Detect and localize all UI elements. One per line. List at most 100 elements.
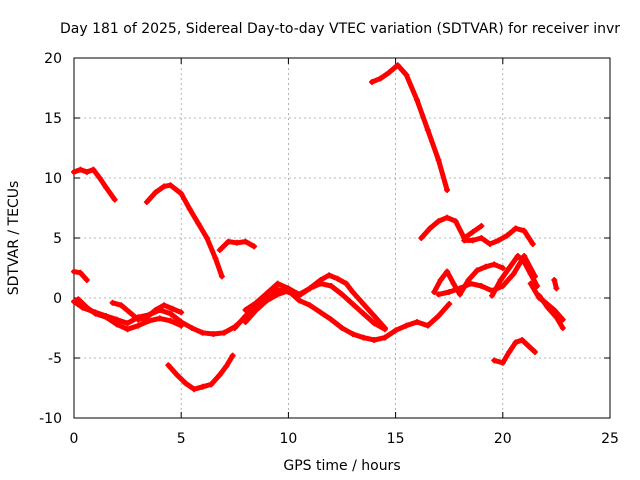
data-point	[452, 218, 459, 225]
data-point	[478, 283, 485, 289]
data-point	[521, 259, 528, 265]
data-point	[218, 273, 225, 280]
data-point	[178, 190, 185, 197]
data-point	[491, 357, 498, 364]
data-point	[371, 337, 378, 343]
data-point	[497, 277, 504, 283]
data-point	[317, 309, 324, 316]
data-point	[242, 238, 249, 245]
data-point	[317, 277, 324, 283]
data-point	[392, 327, 399, 334]
data-point	[71, 298, 77, 305]
data-point	[506, 349, 513, 355]
data-point	[446, 301, 453, 307]
data-point	[274, 286, 281, 293]
y-tick-label: 0	[53, 291, 62, 307]
data-point	[435, 218, 442, 225]
data-point	[360, 310, 367, 317]
data-point	[461, 237, 468, 244]
data-point	[403, 322, 410, 329]
y-tick-label: 10	[44, 171, 62, 187]
series-arc-1	[71, 167, 118, 203]
data-point	[263, 290, 270, 297]
data-point	[178, 309, 185, 316]
data-point	[512, 339, 519, 346]
data-point	[499, 265, 506, 271]
data-point	[143, 199, 150, 205]
data-point	[553, 314, 560, 321]
data-point	[161, 302, 168, 309]
data-point	[521, 253, 528, 259]
data-point	[534, 283, 541, 289]
data-point	[71, 268, 77, 275]
data-point	[109, 299, 116, 306]
data-point	[242, 319, 249, 325]
data-point	[369, 79, 376, 85]
axis-ticks: 0 5 10 15 20 25 -10 -5 0 5 10 15 20	[39, 51, 619, 447]
data-point	[210, 331, 217, 337]
data-point	[559, 316, 566, 323]
data-point	[529, 241, 536, 247]
data-point	[199, 383, 206, 390]
data-point	[167, 310, 174, 317]
y-tick-label: 20	[44, 51, 62, 67]
data-point	[77, 166, 84, 173]
data-point	[143, 314, 150, 321]
data-point	[371, 320, 378, 327]
y-tick-label: -10	[39, 411, 62, 427]
data-point	[360, 334, 367, 341]
data-point	[424, 322, 431, 329]
data-point	[152, 189, 159, 196]
data-point	[152, 307, 159, 313]
data-point	[349, 331, 356, 337]
data-point	[444, 214, 451, 221]
data-point	[203, 235, 210, 241]
data-point	[339, 325, 345, 331]
data-point	[103, 314, 110, 321]
data-point	[474, 267, 481, 274]
data-point	[426, 225, 433, 232]
data-point	[435, 313, 442, 319]
data-point	[83, 169, 90, 175]
data-point	[467, 280, 474, 287]
data-point	[229, 352, 236, 359]
data-point	[92, 310, 99, 317]
data-point	[212, 255, 219, 262]
data-point	[559, 325, 566, 331]
data-point	[424, 127, 431, 133]
data-point	[146, 317, 153, 324]
data-point	[306, 285, 313, 292]
data-point	[216, 247, 223, 253]
data-point	[527, 280, 534, 287]
data-point	[188, 325, 195, 331]
data-point	[103, 184, 110, 191]
data-point	[326, 272, 333, 279]
data-point	[178, 322, 185, 329]
data-point	[519, 337, 526, 343]
data-point	[135, 322, 142, 329]
data-point	[191, 386, 198, 393]
data-point	[126, 309, 133, 316]
data-point	[506, 265, 513, 271]
series-layer	[71, 62, 566, 393]
data-point	[75, 296, 82, 303]
data-point	[77, 269, 84, 276]
data-point	[71, 169, 77, 175]
data-point	[414, 319, 421, 325]
data-point	[167, 317, 174, 324]
data-point	[83, 304, 90, 311]
data-point	[111, 196, 118, 203]
data-point	[242, 313, 249, 319]
data-point	[208, 381, 215, 388]
x-tick-label: 20	[494, 431, 512, 447]
data-point	[113, 321, 120, 328]
data-point	[167, 182, 174, 189]
series-arc-2	[144, 182, 225, 279]
data-point	[414, 97, 421, 103]
x-tick-label: 15	[387, 431, 405, 447]
data-point	[165, 362, 172, 369]
data-point	[231, 325, 238, 331]
data-point	[251, 243, 258, 250]
data-point	[456, 291, 463, 298]
